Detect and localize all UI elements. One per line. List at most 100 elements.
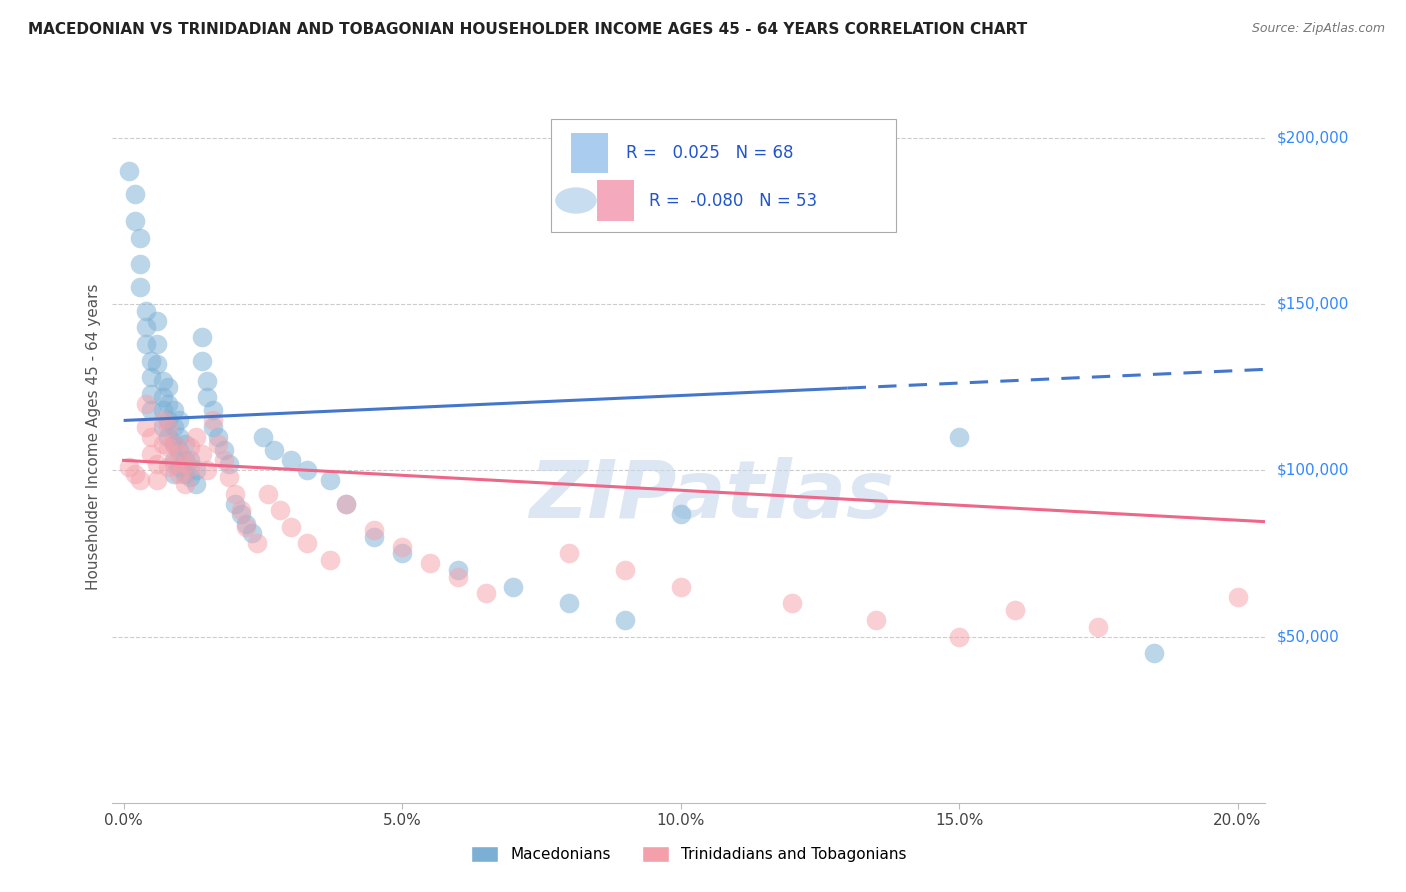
Point (195, 374, 218, 388)
Point (335, 497, 357, 511)
Point (207, 436, 229, 450)
Point (318, 553, 340, 567)
Point (212, 453, 235, 467)
Point (948, 430, 970, 444)
Point (152, 403, 174, 417)
Text: Source: ZipAtlas.com: Source: ZipAtlas.com (1251, 22, 1385, 36)
FancyBboxPatch shape (551, 119, 897, 232)
Point (558, 596, 581, 610)
Text: $200,000: $200,000 (1277, 130, 1348, 145)
Point (179, 440, 201, 454)
Point (280, 453, 302, 467)
Point (179, 470, 201, 484)
Point (669, 507, 692, 521)
Point (124, 214, 146, 228)
Point (163, 436, 186, 450)
Point (173, 436, 195, 450)
Point (269, 503, 291, 517)
Point (190, 447, 212, 461)
Point (146, 357, 169, 371)
Point (157, 413, 180, 427)
Point (157, 460, 180, 475)
Point (169, 460, 191, 475)
Point (224, 497, 246, 511)
Point (169, 443, 191, 458)
Point (152, 374, 174, 388)
Point (173, 457, 195, 471)
Point (1087, 619, 1109, 633)
Point (363, 523, 385, 537)
Point (419, 557, 441, 571)
Point (146, 337, 169, 351)
Point (218, 457, 240, 471)
Legend: Macedonians, Trinidadians and Tobagonians: Macedonians, Trinidadians and Tobagonian… (465, 840, 912, 868)
Point (235, 516, 257, 531)
Point (613, 563, 636, 577)
Point (152, 390, 174, 404)
Point (447, 570, 470, 584)
Point (1143, 646, 1166, 660)
Text: $100,000: $100,000 (1277, 463, 1348, 478)
FancyBboxPatch shape (596, 180, 634, 220)
Point (169, 467, 191, 481)
Point (169, 413, 191, 427)
Point (129, 473, 152, 487)
Point (141, 387, 163, 401)
Point (179, 460, 201, 475)
Point (135, 397, 157, 411)
Point (124, 187, 146, 202)
Point (218, 470, 240, 484)
Point (118, 164, 141, 178)
Point (263, 443, 285, 458)
Point (252, 430, 274, 444)
Point (297, 463, 319, 477)
Point (152, 436, 174, 450)
Point (173, 476, 195, 491)
Point (146, 457, 169, 471)
Point (135, 320, 157, 334)
Point (201, 403, 224, 417)
Point (135, 420, 157, 434)
Point (240, 526, 263, 541)
Point (152, 413, 174, 427)
Point (141, 353, 163, 368)
Point (129, 257, 152, 271)
Point (780, 596, 803, 610)
Point (163, 457, 186, 471)
Point (141, 403, 163, 417)
Point (173, 467, 195, 481)
Point (201, 420, 224, 434)
Point (146, 314, 169, 328)
Text: $50,000: $50,000 (1277, 629, 1340, 644)
Point (118, 460, 141, 475)
Point (129, 230, 152, 244)
Text: R =  -0.080   N = 53: R = -0.080 N = 53 (648, 192, 817, 210)
Point (669, 580, 692, 594)
Point (363, 530, 385, 544)
Point (195, 463, 218, 477)
Point (391, 540, 413, 554)
Point (447, 563, 470, 577)
Point (246, 536, 269, 550)
Point (201, 413, 224, 427)
Point (169, 430, 191, 444)
Point (190, 353, 212, 368)
Point (184, 430, 207, 444)
Point (224, 486, 246, 500)
Point (157, 397, 180, 411)
Point (474, 586, 496, 600)
Point (184, 463, 207, 477)
Point (124, 467, 146, 481)
Point (318, 473, 340, 487)
Point (179, 453, 201, 467)
Point (135, 303, 157, 318)
Point (229, 503, 252, 517)
Text: MACEDONIAN VS TRINIDADIAN AND TOBAGONIAN HOUSEHOLDER INCOME AGES 45 - 64 YEARS C: MACEDONIAN VS TRINIDADIAN AND TOBAGONIAN… (28, 22, 1028, 37)
Point (865, 613, 887, 627)
Point (173, 453, 195, 467)
Point (141, 430, 163, 444)
Text: ZIPatlas: ZIPatlas (530, 457, 894, 534)
Point (391, 546, 413, 560)
Point (152, 420, 174, 434)
Circle shape (555, 187, 596, 214)
